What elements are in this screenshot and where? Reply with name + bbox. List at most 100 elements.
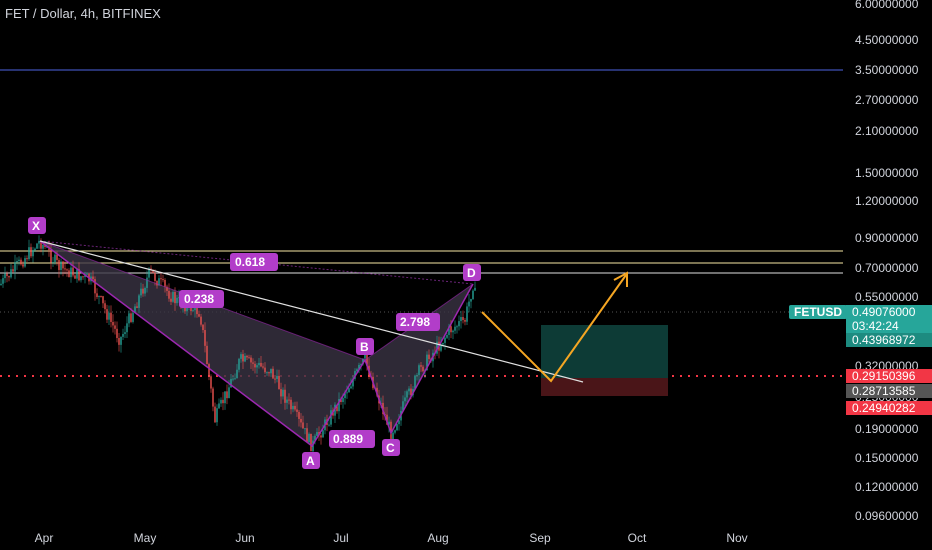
candle-body — [176, 297, 178, 304]
candle-body — [428, 354, 430, 360]
candle-body — [304, 428, 306, 430]
ratio-label-0238[interactable]: 0.238 — [179, 290, 224, 308]
candle-body — [62, 261, 64, 269]
entry-price-tag: 0.29150396 — [846, 369, 932, 383]
candle-body — [228, 387, 230, 399]
candle-body — [362, 358, 364, 365]
candle-body — [460, 317, 462, 322]
pattern-xab-fill — [40, 241, 365, 446]
candle-body — [396, 424, 398, 431]
candle-body — [74, 275, 76, 279]
candle-body — [224, 391, 226, 404]
candle-body — [238, 358, 240, 370]
candle-body — [462, 317, 464, 320]
countdown-tag: 03:42:24 — [846, 319, 932, 333]
candle-body — [164, 279, 166, 287]
candle-body — [46, 246, 48, 248]
candle-body — [138, 295, 140, 308]
candle-body — [120, 336, 122, 345]
candle-body — [322, 430, 324, 438]
candle-body — [252, 362, 254, 364]
candle-body — [244, 355, 246, 362]
candle-body — [248, 357, 250, 359]
point-label-d[interactable]: D — [463, 264, 481, 281]
price-tick-label: 0.12000000 — [855, 480, 919, 494]
candle-body — [200, 316, 202, 325]
projection-path[interactable] — [481, 274, 627, 383]
candle-body — [418, 365, 420, 376]
candle-body — [192, 310, 194, 312]
candle-body — [392, 432, 394, 440]
candle-body — [246, 355, 248, 358]
candle-body — [340, 399, 342, 403]
candle-body — [80, 276, 82, 281]
candle-body — [214, 406, 216, 423]
point-label-x[interactable]: X — [28, 217, 46, 234]
symbol-title[interactable]: FET / Dollar, 4h, BITFINEX — [5, 6, 161, 21]
candle-body — [104, 303, 106, 310]
time-tick-label: May — [134, 531, 157, 545]
candle-body — [98, 296, 100, 298]
candle-body — [302, 422, 304, 429]
candle-body — [38, 240, 40, 244]
stop-zone[interactable] — [541, 378, 668, 396]
candle-body — [92, 276, 94, 280]
candle-body — [402, 401, 404, 411]
candle-body — [116, 328, 118, 339]
candle-body — [64, 268, 66, 270]
candle-body — [10, 269, 12, 278]
candle-body — [344, 392, 346, 399]
candle-body — [464, 319, 466, 322]
candle-body — [36, 243, 38, 249]
candle-body — [8, 276, 10, 278]
time-tick-label: Nov — [726, 531, 747, 545]
candle-body — [22, 264, 24, 267]
candle-body — [222, 399, 224, 404]
point-label-a[interactable]: A — [302, 452, 320, 469]
candle-body — [218, 403, 220, 409]
candle-body — [394, 430, 396, 433]
candle-body — [436, 341, 438, 354]
candle-body — [206, 345, 208, 364]
candle-body — [156, 280, 158, 286]
time-axis[interactable]: Apr May Jun Jul Aug Sep Oct Nov — [35, 531, 748, 545]
candle-body — [468, 301, 470, 307]
svg-text:0.238: 0.238 — [184, 292, 214, 306]
candle-body — [160, 278, 162, 280]
pattern-bcd-fill — [365, 284, 473, 433]
candle-body — [40, 240, 42, 249]
candle-body — [4, 273, 6, 279]
svg-text:0.889: 0.889 — [333, 432, 363, 446]
svg-text:B: B — [360, 340, 369, 354]
candle-body — [338, 399, 340, 412]
candle-body — [448, 326, 450, 335]
price-tick-label: 0.70000000 — [855, 261, 919, 275]
candle-body — [76, 268, 78, 279]
time-tick-label: Sep — [529, 531, 551, 545]
candle-body — [276, 375, 278, 380]
point-label-c[interactable]: C — [382, 439, 400, 456]
candle-body — [12, 269, 14, 272]
symbol-price-label: FETUSD — [789, 305, 847, 319]
candle-body — [68, 270, 70, 278]
svg-text:0.618: 0.618 — [235, 255, 265, 269]
candle-body — [474, 287, 476, 291]
price-axis-bg[interactable] — [843, 0, 932, 550]
candle-body — [472, 290, 474, 300]
ratio-label-0618[interactable]: 0.618 — [230, 253, 278, 271]
candle-body — [294, 405, 296, 410]
price-tick-label: 1.50000000 — [855, 166, 919, 180]
price-tick-label: 4.50000000 — [855, 33, 919, 47]
candle-body — [20, 259, 22, 265]
point-label-b[interactable]: B — [356, 338, 374, 355]
candle-body — [26, 258, 28, 260]
time-tick-label: Jul — [333, 531, 348, 545]
candle-body — [152, 269, 154, 273]
trend-line[interactable] — [39, 240, 584, 383]
ratio-label-0889[interactable]: 0.889 — [329, 430, 375, 448]
target-zone[interactable] — [541, 325, 668, 378]
candle-body — [174, 291, 176, 304]
candle-body — [366, 354, 368, 366]
ratio-label-2798[interactable]: 2.798 — [396, 313, 440, 331]
